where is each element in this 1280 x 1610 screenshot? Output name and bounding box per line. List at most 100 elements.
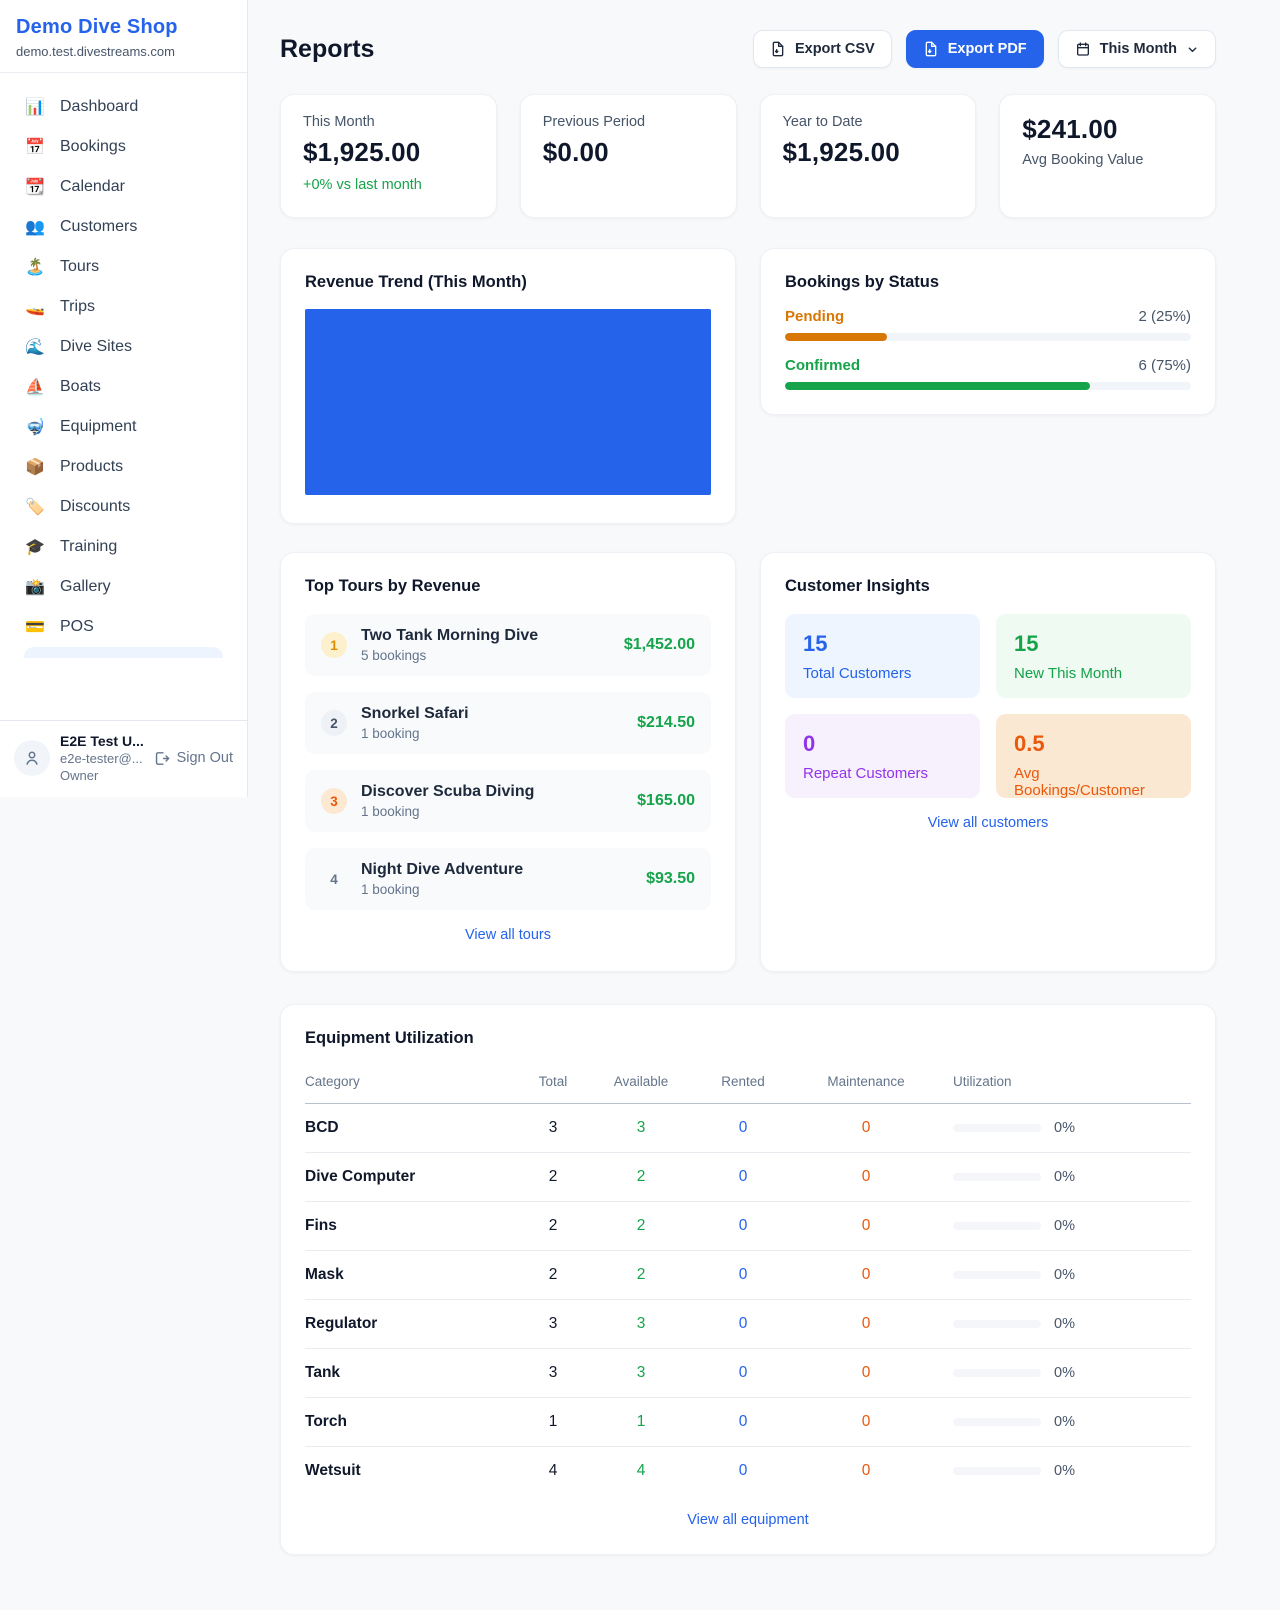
- status-count-pending: 2 (25%): [1138, 308, 1191, 325]
- sidebar-item-gallery[interactable]: 📸 Gallery: [12, 567, 235, 607]
- insight-label: Total Customers: [803, 665, 912, 682]
- sign-out-button[interactable]: Sign Out: [153, 750, 233, 767]
- graduation-cap-icon: 🎓: [25, 539, 45, 556]
- status-row-confirmed: Confirmed 6 (75%): [785, 357, 1191, 390]
- sidebar-item-equipment[interactable]: 🤿 Equipment: [12, 407, 235, 447]
- sidebar-item-discounts[interactable]: 🏷️ Discounts: [12, 487, 235, 527]
- sidebar-nav: 📊 Dashboard 📅 Bookings 📆 Calendar 👥 Cust…: [0, 73, 247, 658]
- cell-rented: 0: [738, 1462, 748, 1479]
- equipment-title: Equipment Utilization: [305, 1029, 474, 1047]
- sidebar-item-calendar[interactable]: 📆 Calendar: [12, 167, 235, 207]
- tour-row[interactable]: 2 Snorkel Safari 1 booking $214.50: [305, 692, 711, 754]
- charts-row: Revenue Trend (This Month) Bookings by S…: [280, 248, 1216, 524]
- pending-bar-track: [785, 333, 1191, 341]
- cell-rented: 0: [738, 1266, 748, 1283]
- sidebar-item-tours[interactable]: 🏝️ Tours: [12, 247, 235, 287]
- cell-total: 4: [548, 1462, 558, 1479]
- sidebar-item-products[interactable]: 📦 Products: [12, 447, 235, 487]
- tour-row[interactable]: 3 Discover Scuba Diving 1 booking $165.0…: [305, 770, 711, 832]
- speedboat-icon: 🚤: [25, 299, 45, 316]
- sidebar-item-label: Tours: [60, 258, 100, 275]
- utilization-bar: [953, 1124, 1041, 1132]
- utilization-pct: 0%: [1054, 1365, 1075, 1381]
- shop-domain: demo.test.divestreams.com: [16, 44, 175, 59]
- utilization-pct: 0%: [1054, 1218, 1075, 1234]
- sidebar-item-training[interactable]: 🎓 Training: [12, 527, 235, 567]
- sidebar-item-pos[interactable]: 💳 POS: [12, 607, 235, 647]
- status-label-pending: Pending: [785, 308, 845, 325]
- insight-value: 15: [1014, 631, 1039, 656]
- status-row-pending: Pending 2 (25%): [785, 308, 1191, 341]
- dive-mask-icon: 🤿: [25, 419, 45, 436]
- sidebar-item-reports-partial[interactable]: [24, 647, 223, 658]
- sidebar-item-bookings[interactable]: 📅 Bookings: [12, 127, 235, 167]
- utilization-pct: 0%: [1054, 1267, 1075, 1283]
- bookings-status-card: Bookings by Status Pending 2 (25%) Confi…: [760, 248, 1216, 415]
- insight-grid: 15 Total Customers 15 New This Month 0 R…: [785, 614, 1191, 799]
- confirmed-bar-fill: [785, 382, 1090, 390]
- sidebar-item-boats[interactable]: ⛵ Boats: [12, 367, 235, 407]
- user-avatar: [14, 740, 50, 776]
- brand: Demo Dive Shop demo.test.divestreams.com: [0, 0, 247, 73]
- tour-row[interactable]: 4 Night Dive Adventure 1 booking $93.50: [305, 848, 711, 910]
- file-download-icon: [925, 41, 937, 57]
- view-all-tours-link[interactable]: View all tours: [465, 927, 551, 943]
- utilization-bar: [953, 1320, 1041, 1328]
- sidebar-item-label: Gallery: [60, 578, 111, 595]
- utilization-bar: [953, 1467, 1041, 1475]
- stat-delta: +0% vs last month: [303, 177, 422, 193]
- col-category: Category: [305, 1074, 360, 1089]
- export-pdf-button[interactable]: Export PDF: [905, 30, 1044, 68]
- cell-category: Tank: [305, 1364, 341, 1381]
- insight-label: New This Month: [1014, 665, 1123, 682]
- col-maintenance: Maintenance: [827, 1074, 905, 1089]
- bookings-status-title: Bookings by Status: [785, 273, 940, 291]
- cell-utilization: 0%: [937, 1463, 1191, 1479]
- utilization-bar: [953, 1271, 1041, 1279]
- view-all-equipment-link[interactable]: View all equipment: [687, 1512, 809, 1528]
- cell-maintenance: 0: [861, 1217, 871, 1234]
- status-label-confirmed: Confirmed: [785, 357, 860, 374]
- utilization-bar: [953, 1369, 1041, 1377]
- utilization-pct: 0%: [1054, 1169, 1075, 1185]
- sidebar-item-customers[interactable]: 👥 Customers: [12, 207, 235, 247]
- tour-row[interactable]: 1 Two Tank Morning Dive 5 bookings $1,45…: [305, 614, 711, 676]
- cell-maintenance: 0: [861, 1413, 871, 1430]
- cell-rented: 0: [738, 1217, 748, 1234]
- sidebar-item-dashboard[interactable]: 📊 Dashboard: [12, 87, 235, 127]
- sidebar-item-label: Dive Sites: [60, 338, 133, 355]
- cell-maintenance: 0: [861, 1364, 871, 1381]
- insight-avg-bookings: 0.5 Avg Bookings/Customer: [996, 714, 1191, 799]
- sidebar-item-label: Customers: [60, 218, 138, 235]
- revenue-trend-card: Revenue Trend (This Month): [280, 248, 736, 524]
- utilization-bar: [953, 1418, 1041, 1426]
- cell-available: 3: [636, 1119, 646, 1136]
- revenue-trend-chart: [305, 309, 711, 495]
- rank-badge: 3: [321, 788, 347, 814]
- view-all-customers-link[interactable]: View all customers: [927, 815, 1049, 831]
- bar-chart-icon: 📊: [25, 99, 45, 116]
- tour-name: Discover Scuba Diving: [361, 783, 535, 800]
- utilization-pct: 0%: [1054, 1414, 1075, 1430]
- table-row: Tank 3 3 0 0 0%: [305, 1349, 1191, 1398]
- cell-rented: 0: [738, 1168, 748, 1185]
- cell-utilization: 0%: [937, 1218, 1191, 1234]
- tour-bookings: 5 bookings: [361, 648, 427, 663]
- insight-value: 0: [803, 731, 816, 756]
- stat-label: This Month: [303, 114, 375, 130]
- sidebar-item-label: Equipment: [60, 418, 137, 435]
- sidebar-item-trips[interactable]: 🚤 Trips: [12, 287, 235, 327]
- top-tours-title: Top Tours by Revenue: [305, 577, 481, 595]
- cell-available: 3: [636, 1364, 646, 1381]
- main-content: Reports Export CSV Export PDF This Month: [280, 0, 1216, 1555]
- export-csv-button[interactable]: Export CSV: [752, 30, 892, 68]
- period-select[interactable]: This Month: [1057, 30, 1216, 68]
- insight-total-customers: 15 Total Customers: [785, 614, 980, 698]
- table-row: Mask 2 2 0 0 0%: [305, 1251, 1191, 1300]
- sidebar-item-dive-sites[interactable]: 🌊 Dive Sites: [12, 327, 235, 367]
- tour-name: Two Tank Morning Dive: [361, 627, 539, 644]
- stat-value: $0.00: [542, 137, 609, 167]
- stat-label: Year to Date: [782, 114, 863, 130]
- sailboat-icon: ⛵: [25, 379, 45, 396]
- tour-amount: $214.50: [637, 714, 695, 731]
